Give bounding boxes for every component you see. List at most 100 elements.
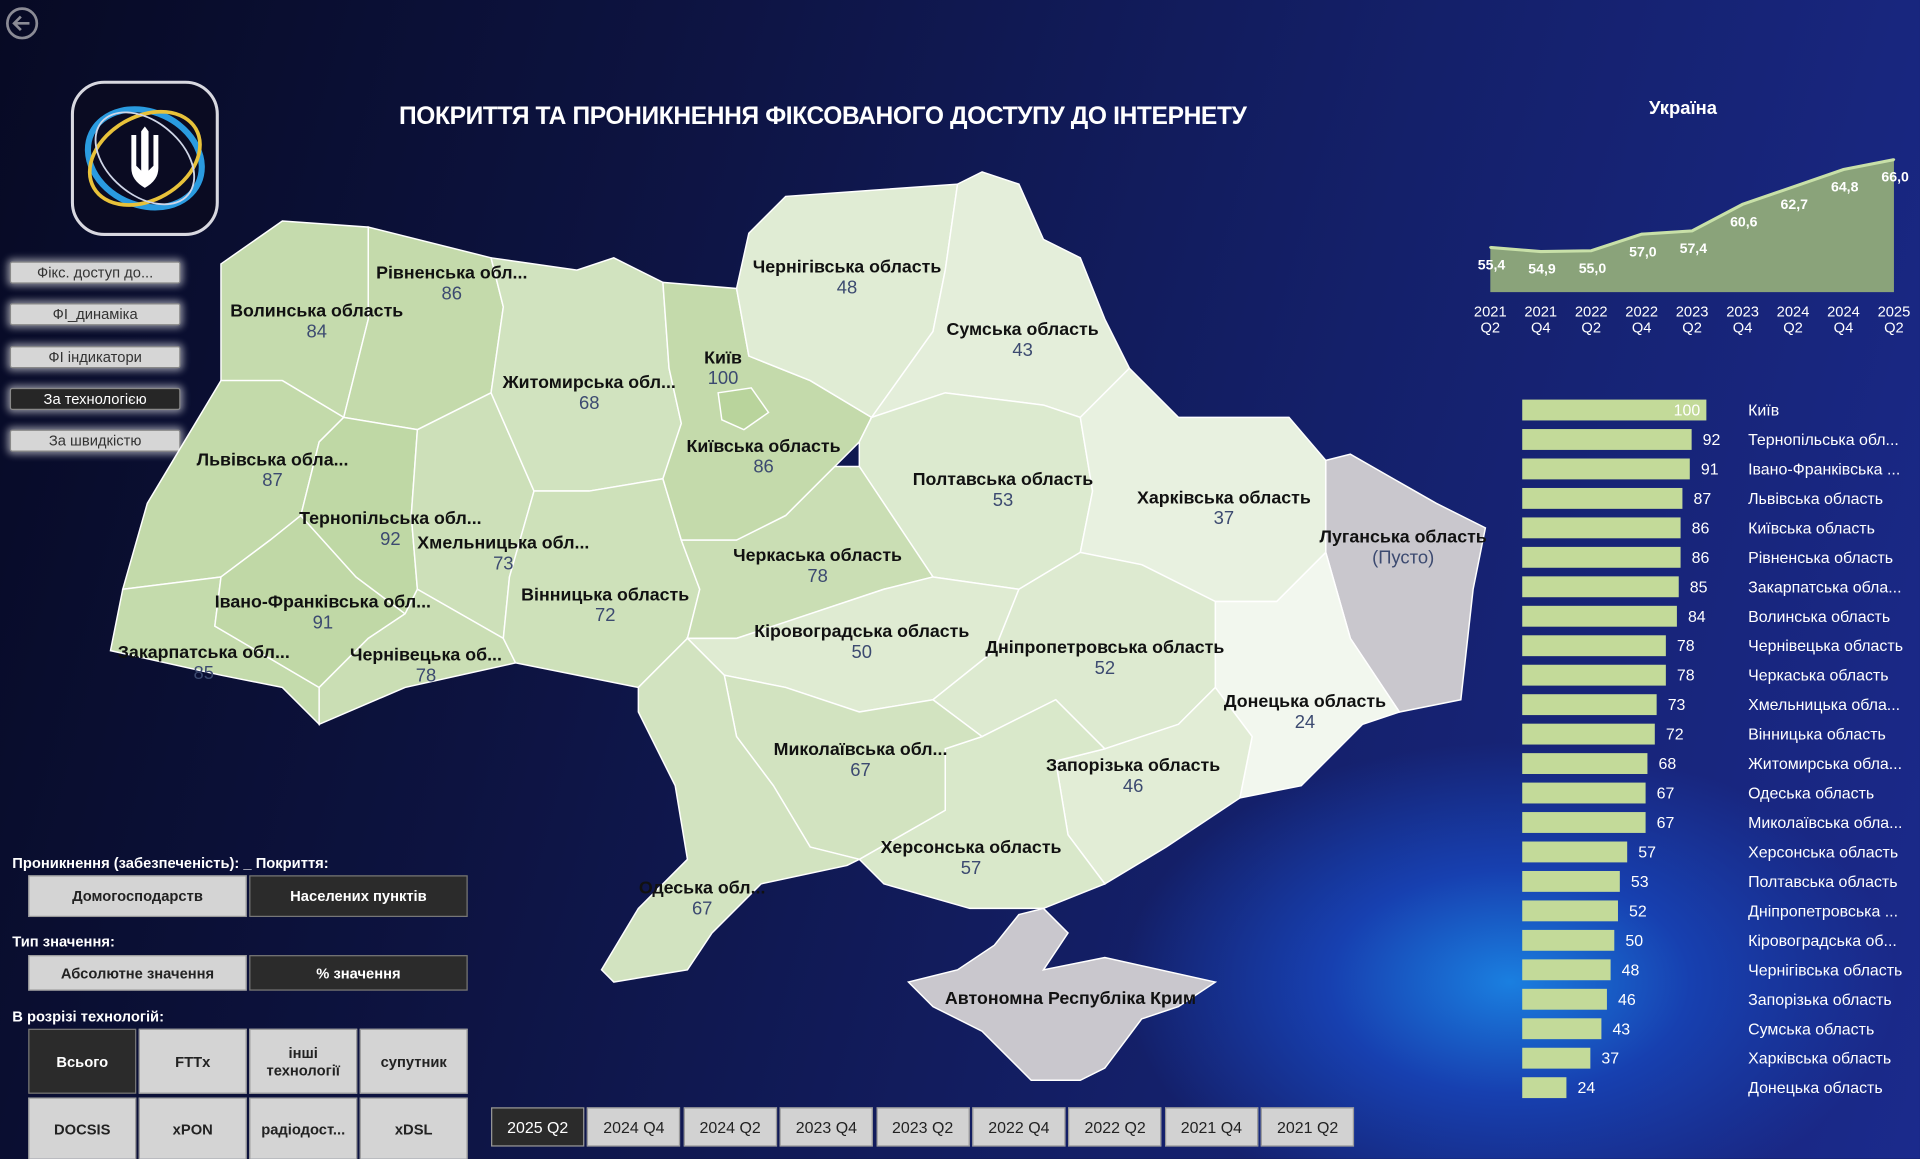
period-tab-8[interactable]: 2021 Q2 [1260, 1107, 1355, 1147]
region-bar-chart: 100 Київ 92 Тернопільська обл... 91 Івано-Фра… [1522, 399, 1903, 1099]
region-bar[interactable] [1522, 929, 1615, 951]
region-value-label: 73 [493, 553, 513, 574]
nav-button-0[interactable]: Фікс. доступ до... [9, 261, 181, 284]
period-tab-5[interactable]: 2022 Q4 [972, 1107, 1066, 1147]
period-tab-2[interactable]: 2024 Q2 [683, 1107, 777, 1147]
tech-option-5[interactable]: xPON [138, 1097, 247, 1159]
region-name-label: Кіровоградська область [754, 621, 969, 641]
region-name-label: Вінницька область [521, 584, 689, 604]
value-type-option-0[interactable]: Абсолютне значення [28, 955, 247, 991]
back-arrow-icon[interactable] [5, 6, 39, 40]
region-value-label: 86 [753, 456, 773, 477]
period-tab-6[interactable]: 2022 Q2 [1068, 1107, 1162, 1147]
region-name-label: Хмельницька обл... [417, 533, 589, 553]
region-bar[interactable] [1522, 458, 1690, 480]
region-name-label: Автономна Республіка Крим [945, 988, 1196, 1008]
region-bar[interactable] [1522, 517, 1681, 539]
region-name-label: Житомирська обл... [502, 372, 676, 392]
region-value-label: 78 [416, 664, 436, 685]
ukraine-trend-chart: Україна 55,4 2021 Q2 54,9 2021 Q4 55,0 2022 Q2 57,… [1474, 97, 1911, 337]
nav-button-4[interactable]: За швидкістю [9, 429, 181, 452]
region-bar[interactable] [1522, 605, 1677, 627]
bar-category-label: Вінницька область [1748, 727, 1886, 744]
region-bar[interactable] [1522, 841, 1628, 863]
region-bar[interactable] [1522, 487, 1683, 509]
tech-option-2[interactable]: інші технології [249, 1028, 358, 1094]
bar-category-label: Херсонська область [1748, 844, 1898, 861]
region-bar[interactable] [1522, 399, 1707, 421]
region-name-label: Полтавська область [913, 469, 1093, 489]
period-tab-7[interactable]: 2021 Q4 [1164, 1107, 1259, 1147]
trend-point [1489, 246, 1492, 249]
region-bar[interactable] [1522, 546, 1681, 568]
trend-x-tick: 2025 Q2 [1878, 305, 1911, 337]
period-tab-4[interactable]: 2023 Q2 [876, 1107, 970, 1147]
tech-option-4[interactable]: DOCSIS [28, 1097, 137, 1159]
region-value-label: 67 [692, 898, 712, 919]
bar-value-label: 37 [1601, 1051, 1619, 1068]
region-bar[interactable] [1522, 782, 1646, 804]
region-value-label: 24 [1295, 711, 1315, 732]
nav-button-1[interactable]: ФІ_динаміка [9, 303, 181, 326]
region-name-label: Львівська обла... [197, 449, 349, 469]
region-bar[interactable] [1522, 1077, 1567, 1099]
region-bar[interactable] [1522, 1018, 1602, 1040]
region-bar[interactable] [1522, 753, 1648, 775]
region-value-label: 50 [852, 641, 872, 662]
trend-x-tick: 2021 Q4 [1524, 305, 1557, 337]
region-name-label: Черкаська область [733, 545, 902, 565]
region-bar[interactable] [1522, 900, 1618, 922]
penetration-option-1[interactable]: Населених пунктів [249, 875, 468, 918]
value-type-option-1[interactable]: % значення [249, 955, 468, 991]
region-bar[interactable] [1522, 694, 1657, 716]
region-bar[interactable] [1522, 1047, 1591, 1069]
region-value-label: 78 [807, 565, 827, 586]
region-name-label: Тернопільська обл... [299, 508, 481, 528]
bar-category-label: Чернігівська область [1748, 962, 1902, 979]
map-region[interactable] [717, 387, 770, 431]
trend-point [1539, 250, 1542, 253]
region-bar[interactable] [1522, 959, 1611, 981]
period-tab-3[interactable]: 2023 Q4 [779, 1107, 874, 1147]
region-bar[interactable] [1522, 664, 1666, 686]
trend-x-tick: 2022 Q4 [1625, 305, 1658, 337]
map-region[interactable] [600, 637, 862, 983]
trend-x-tick: 2024 Q2 [1777, 305, 1810, 337]
bar-value-label: 78 [1677, 668, 1695, 685]
region-bar[interactable] [1522, 635, 1666, 657]
trend-area [1490, 159, 1894, 293]
bar-value-label: 67 [1657, 786, 1675, 803]
region-value-label: 37 [1214, 507, 1234, 528]
region-name-label: Донецька область [1224, 691, 1386, 711]
region-bar[interactable] [1522, 870, 1620, 892]
period-tab-1[interactable]: 2024 Q4 [587, 1107, 681, 1147]
tech-option-0[interactable]: Всього [28, 1028, 137, 1094]
tech-option-7[interactable]: xDSL [359, 1097, 468, 1159]
bar-category-label: Хмельницька обла... [1748, 697, 1900, 714]
region-bar[interactable] [1522, 576, 1679, 598]
bar-value-label: 43 [1612, 1021, 1630, 1038]
bar-value-label: 72 [1666, 727, 1684, 744]
trend-point [1589, 249, 1593, 252]
region-name-label: Чернігівська область [753, 257, 942, 277]
region-bar[interactable] [1522, 723, 1655, 745]
tech-option-3[interactable]: супутник [359, 1028, 468, 1094]
region-name-label: Миколаївська обл... [774, 739, 948, 759]
region-bar[interactable] [1522, 429, 1692, 450]
trend-value-label: 60,6 [1730, 213, 1758, 229]
region-name-label: Київ [704, 347, 742, 367]
bar-category-label: Львівська область [1748, 491, 1883, 508]
tech-option-1[interactable]: FTTx [138, 1028, 247, 1094]
nav-button-3[interactable]: За технологією [9, 387, 181, 411]
tech-option-6[interactable]: радіодост... [249, 1097, 358, 1159]
penetration-option-0[interactable]: Домогосподарств [28, 875, 247, 918]
trend-point [1892, 158, 1896, 161]
map-region[interactable] [906, 907, 1218, 1082]
bar-value-label: 52 [1629, 903, 1647, 920]
nav-button-2[interactable]: ФІ індикатори [9, 346, 181, 369]
trend-point [1640, 232, 1643, 236]
region-bar[interactable] [1522, 812, 1646, 833]
bar-category-label: Черкаська область [1748, 668, 1888, 685]
period-tab-0[interactable]: 2025 Q2 [491, 1107, 585, 1147]
region-bar[interactable] [1522, 988, 1607, 1010]
